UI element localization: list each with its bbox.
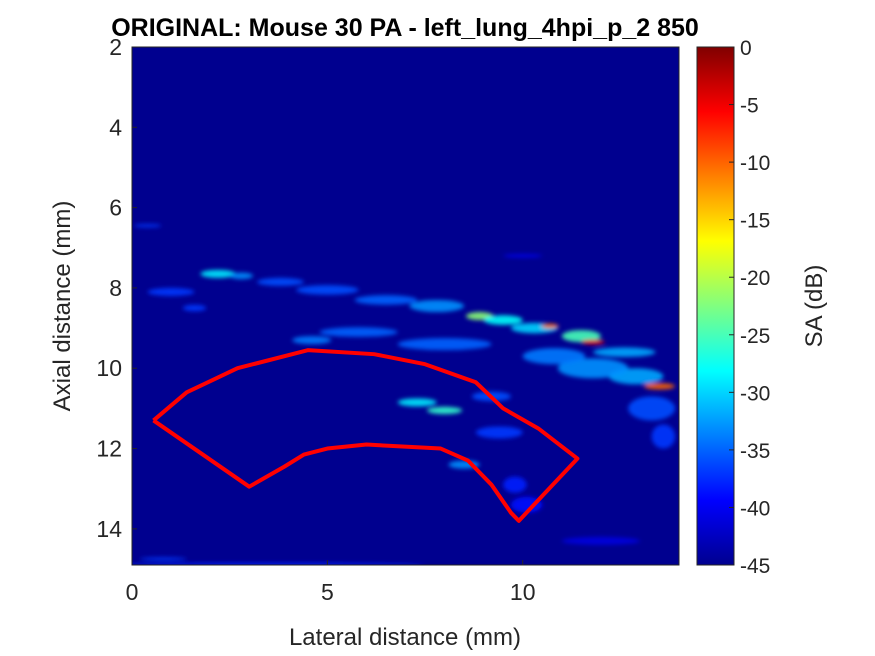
signal-feature [628,396,676,421]
y-axis-ticks: 2 4 6 8 10 12 14 [96,34,137,542]
y-tick-label: 12 [96,436,122,462]
signal-feature [200,269,236,278]
signal-feature [132,562,425,565]
signal-feature [182,304,207,312]
signal-feature [483,315,523,325]
colorbar-tick-label: -10 [740,152,770,175]
x-tick-label: 10 [510,579,536,605]
colorbar-tick-label: -25 [740,325,770,348]
signal-feature [503,476,527,493]
x-axis-ticks: 0 5 10 [126,560,536,605]
colorbar-gradient [696,46,735,566]
plot-area [131,46,680,566]
signal-feature [503,254,543,258]
signal-feature [510,496,543,513]
colorbar-tick-label: -35 [740,440,770,463]
signal-feature [409,299,465,313]
signal-feature [397,398,437,407]
colorbar-tick-label: -45 [740,555,770,578]
y-tick-label: 14 [96,516,122,542]
signal-feature [354,295,418,305]
roi-outline [152,348,580,523]
signal-feature [147,287,195,296]
signal-feature [643,383,676,390]
colorbar-tick-label: -30 [740,382,770,405]
x-tick-label: 0 [126,579,139,605]
signal-feature [475,426,523,439]
signal-feature [651,424,676,449]
x-tick-label: 5 [321,579,334,605]
colorbar-tick-label: -15 [740,210,770,233]
signal-feature [522,348,586,365]
colorbar-label: SA (dB) [801,265,828,348]
heatmap-background [132,47,679,565]
y-tick-label: 2 [109,34,122,60]
colorbar-tick-label: -20 [740,267,770,290]
colorbar-ticks: 0 -5 -10 -15 -20 -25 -30 -35 -40 -45 [729,37,770,578]
colorbar-tick-label: -5 [740,95,759,118]
chart-title: ORIGINAL: Mouse 30 PA - left_lung_4hpi_p… [111,14,699,42]
signal-feature [581,339,605,345]
signal-feature [257,277,304,286]
plot-frame [131,46,680,566]
y-axis-label: Axial distance (mm) [49,201,76,412]
signal-feature [561,330,601,343]
signal-feature [229,272,254,280]
signal-feature [319,327,398,337]
colorbar: 0 -5 -10 -15 -20 -25 -30 -35 -40 -45 SA (dB) [696,37,828,578]
y-tick-label: 8 [109,275,122,301]
signal-feature [292,336,332,345]
x-axis-label: Lateral distance (mm) [289,624,521,651]
y-tick-label: 4 [109,114,122,140]
colorbar-tick-label: 0 [740,37,752,60]
colorbar-tick-label: -40 [740,497,770,520]
signal-feature [593,347,656,357]
signal-features [132,224,676,565]
y-tick-label: 10 [96,355,122,381]
signal-feature [133,224,162,228]
signal-feature [397,338,492,351]
signal-feature [541,323,559,329]
y-tick-label: 6 [109,195,122,221]
signal-feature [296,285,359,295]
signal-feature [557,358,629,379]
signal-feature [426,406,463,415]
signal-feature [561,536,640,545]
signal-feature [139,557,187,561]
